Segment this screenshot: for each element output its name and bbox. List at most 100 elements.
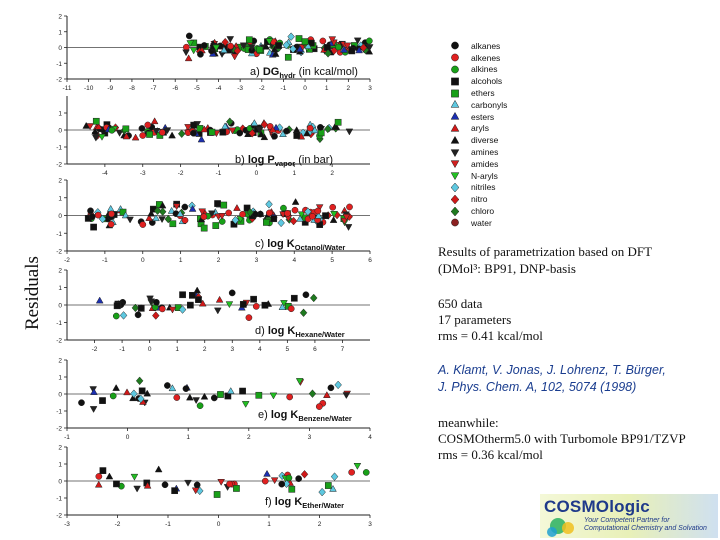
x-tick-label: -1 bbox=[102, 257, 108, 264]
data-point bbox=[178, 305, 187, 314]
panel-title-part: Benzene/Water bbox=[298, 414, 352, 423]
data-point bbox=[113, 480, 120, 488]
x-tick-label: 5 bbox=[330, 257, 334, 264]
data-point bbox=[220, 201, 228, 209]
data-point bbox=[268, 125, 277, 133]
panel-b: 1 0 -1 -2 -4 -3 -2 -1 0 1 2 b) log Pvapor (in bar) bbox=[56, 96, 370, 177]
data-point bbox=[126, 216, 134, 224]
legend-marker bbox=[451, 218, 459, 227]
data-point bbox=[143, 481, 152, 489]
x-tick-label: -2 bbox=[92, 346, 98, 353]
data-point bbox=[184, 54, 193, 62]
legend-label: amides bbox=[471, 158, 499, 169]
x-tick-label: -9 bbox=[107, 85, 113, 92]
data-point bbox=[131, 303, 140, 313]
legend-item: aryls bbox=[448, 123, 528, 135]
data-point bbox=[348, 468, 356, 476]
data-point bbox=[188, 204, 197, 212]
panel-a: 210-1-2-11 -10 -9 -8 -7 -6 -5 -4 -3 -2 -1 0 1 2 3a) DG… bbox=[56, 14, 374, 92]
legend-marker bbox=[450, 206, 460, 216]
data-point bbox=[262, 42, 270, 50]
data-point bbox=[200, 224, 208, 232]
triangle-up-icon bbox=[450, 112, 460, 120]
data-point bbox=[115, 130, 124, 137]
panel-title-part: b) bbox=[235, 154, 248, 166]
x-tick-label: 1 bbox=[175, 346, 179, 353]
data-point bbox=[109, 392, 117, 400]
data-point bbox=[87, 207, 94, 215]
x-tick-label: -8 bbox=[129, 85, 135, 92]
data-point bbox=[263, 219, 270, 226]
data-point bbox=[215, 295, 224, 303]
logo-background bbox=[540, 494, 718, 538]
data-point bbox=[182, 49, 190, 57]
data-point bbox=[233, 204, 241, 211]
legend-item: alkenes bbox=[448, 52, 528, 64]
logo-molecule-icon bbox=[547, 518, 574, 537]
data-point bbox=[342, 392, 351, 400]
data-point bbox=[287, 305, 295, 313]
data-point bbox=[177, 129, 186, 139]
legend-marker bbox=[450, 135, 460, 144]
data-point bbox=[344, 224, 353, 231]
triangle-up-icon bbox=[450, 123, 460, 132]
data-point bbox=[289, 44, 297, 54]
panel-title: f) log KEther/Water bbox=[265, 496, 344, 510]
y-tick-label: -1 bbox=[56, 145, 62, 152]
legend-item: diverse bbox=[448, 134, 528, 146]
data-point bbox=[159, 305, 166, 313]
data-point bbox=[263, 469, 271, 477]
panel-title: b) log Pvapor (in bar) bbox=[235, 154, 333, 168]
data-point bbox=[332, 123, 341, 130]
triangle-down-icon bbox=[450, 172, 460, 181]
legend-label: nitriles bbox=[471, 182, 496, 193]
legend-item: nitro bbox=[448, 193, 528, 205]
data-point bbox=[198, 208, 207, 216]
data-point bbox=[271, 49, 280, 57]
data-point bbox=[245, 314, 253, 321]
data-point bbox=[304, 207, 312, 216]
triangle-down-icon bbox=[450, 160, 460, 169]
cosmotherm-rms: rms = 0.36 kcal/mol bbox=[438, 447, 543, 462]
data-point bbox=[292, 126, 301, 133]
y-tick-label: 2 bbox=[58, 14, 62, 21]
x-tick-label: 1 bbox=[179, 257, 183, 264]
legend-label: carbonyls bbox=[471, 99, 508, 110]
y-tick-label: 1 bbox=[58, 29, 62, 36]
data-point bbox=[288, 485, 296, 493]
data-point bbox=[94, 480, 103, 488]
data-point bbox=[82, 121, 91, 129]
data-point bbox=[214, 200, 221, 207]
panel-d: 2 1 0 -1 -2 -2 -1 0 1 2 3 4 5 6 7 d) log KHexane/Water bbox=[56, 268, 370, 353]
data-point bbox=[90, 388, 98, 395]
x-tick-label: 6 bbox=[313, 346, 317, 353]
y-tick-label: 1 bbox=[58, 462, 62, 469]
x-tick-label: 0 bbox=[255, 170, 259, 177]
x-tick-label: 2 bbox=[203, 346, 207, 353]
circle-icon bbox=[451, 65, 459, 74]
legend-item: alkanes bbox=[448, 40, 528, 52]
y-tick-label: -2 bbox=[56, 426, 62, 433]
data-point bbox=[324, 49, 332, 58]
x-tick-label: 6 bbox=[368, 257, 372, 264]
y-tick-label: 0 bbox=[58, 213, 62, 220]
y-tick-label: -2 bbox=[56, 162, 62, 169]
data-point bbox=[133, 485, 141, 493]
y-tick-label: 1 bbox=[58, 111, 62, 118]
y-tick-label: -2 bbox=[56, 249, 62, 256]
x-tick-label: -4 bbox=[216, 85, 222, 92]
data-point bbox=[345, 128, 354, 136]
data-point bbox=[106, 204, 115, 212]
data-point bbox=[138, 387, 146, 395]
data-point bbox=[208, 128, 216, 136]
data-point bbox=[283, 127, 290, 135]
data-point bbox=[308, 389, 317, 398]
x-tick-label: 1 bbox=[267, 521, 271, 528]
data-point bbox=[186, 393, 194, 401]
data-point bbox=[309, 212, 316, 220]
x-tick-label: -3 bbox=[64, 521, 70, 528]
y-tick-label: 0 bbox=[58, 128, 62, 135]
data-point bbox=[193, 481, 201, 489]
x-tick-label: -5 bbox=[194, 85, 200, 92]
data-point bbox=[185, 32, 193, 40]
